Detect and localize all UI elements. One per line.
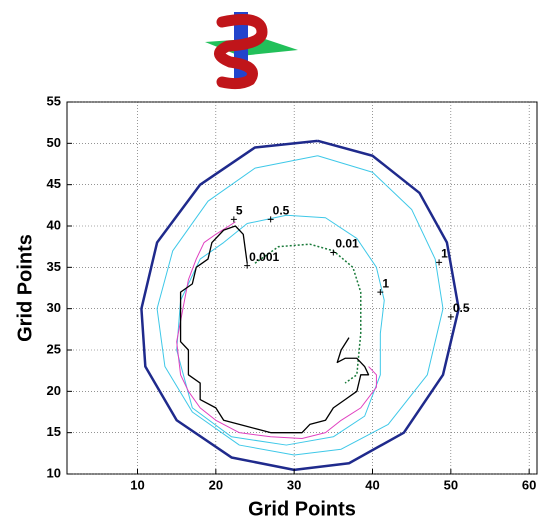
contour-line <box>254 243 362 384</box>
contour-label-marker <box>230 216 237 223</box>
contour-label-marker <box>377 289 384 296</box>
y-tick-label: 45 <box>47 176 61 191</box>
y-tick-label: 15 <box>47 424 61 439</box>
x-tick-label: 40 <box>365 477 379 492</box>
contour-label: 0.01 <box>335 237 359 251</box>
contour-label: 0.5 <box>273 204 290 218</box>
y-tick-label: 25 <box>47 341 61 356</box>
logo-icon <box>205 12 298 90</box>
x-tick-label: 20 <box>209 477 223 492</box>
contour-label: 0.001 <box>249 250 279 264</box>
contour-line <box>179 225 370 434</box>
x-tick-label: 60 <box>522 477 536 492</box>
y-tick-label: 10 <box>47 465 61 480</box>
contour-line <box>156 155 444 456</box>
contour-label: 1 <box>441 247 448 261</box>
y-tick-label: 30 <box>47 300 61 315</box>
x-axis-label: Grid Points <box>248 498 356 520</box>
logo-coil <box>214 14 268 90</box>
contour-line <box>176 221 377 439</box>
contour-label-marker <box>244 262 251 269</box>
contour-label: 0.5 <box>453 301 470 315</box>
x-tick-label: 30 <box>287 477 301 492</box>
y-tick-label: 55 <box>47 93 61 108</box>
contour-label-marker <box>436 259 443 266</box>
y-axis-label: Grid Points <box>14 234 36 342</box>
x-tick-label: 50 <box>444 477 458 492</box>
contour-label: 1 <box>382 276 389 290</box>
contour-line <box>176 214 385 446</box>
contour-label-marker <box>447 313 454 320</box>
y-tick-label: 20 <box>47 383 61 398</box>
contour-label: 5 <box>236 204 243 218</box>
x-tick-label: 10 <box>130 477 144 492</box>
contour-label-marker <box>330 249 337 256</box>
y-tick-label: 40 <box>47 217 61 232</box>
contour-label-marker <box>267 216 274 223</box>
y-tick-label: 35 <box>47 259 61 274</box>
y-tick-label: 50 <box>47 135 61 150</box>
